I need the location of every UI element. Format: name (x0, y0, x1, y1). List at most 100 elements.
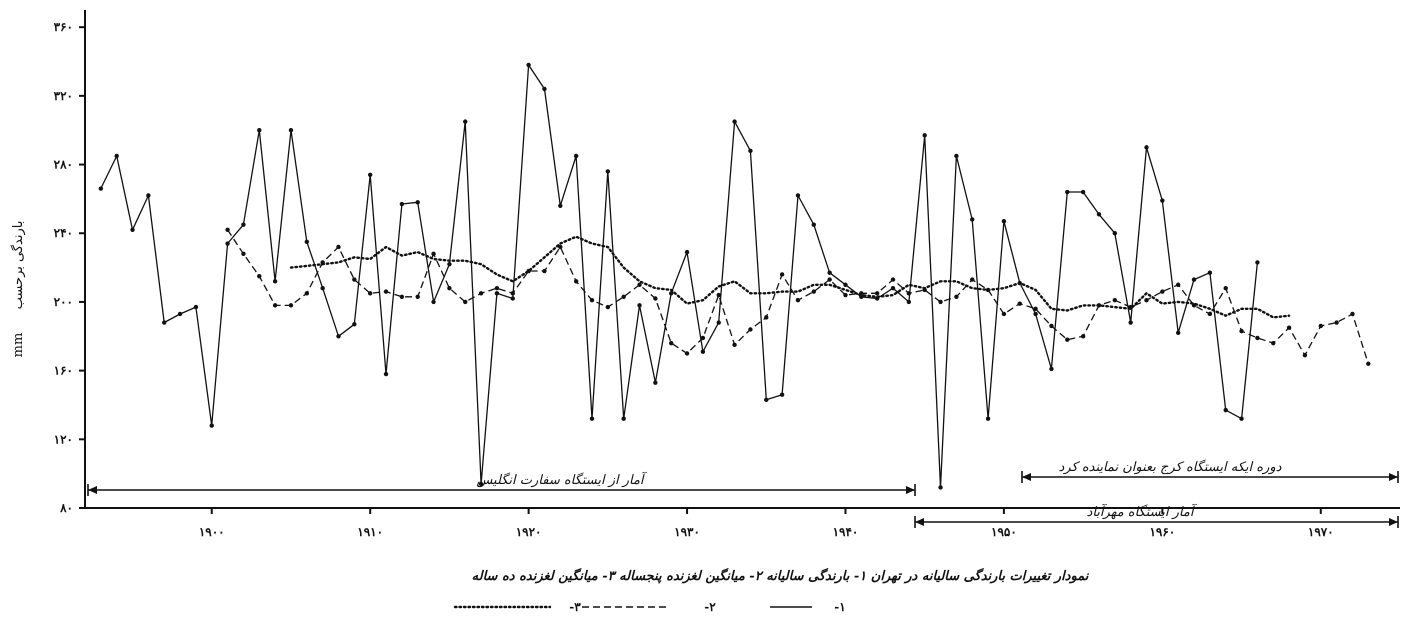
data-point (1065, 190, 1069, 194)
x-tick-label: ۱۹۰۰ (199, 525, 225, 539)
data-point (511, 296, 515, 300)
data-point (336, 334, 340, 338)
data-point (1176, 283, 1180, 287)
data-point (1081, 334, 1085, 338)
x-tick-label: ۱۹۱۰ (357, 525, 383, 539)
data-point (273, 303, 277, 307)
data-point (336, 245, 340, 249)
data-point (891, 286, 895, 290)
legend-item-2: -۲ (582, 600, 716, 614)
y-axis-unit: mm (11, 333, 26, 358)
data-point (637, 303, 641, 307)
x-tick-label: ۱۹۷۰ (1308, 525, 1334, 539)
data-point (210, 423, 214, 427)
data-point (542, 87, 546, 91)
data-point (130, 228, 134, 232)
data-point (447, 262, 451, 266)
data-point (843, 293, 847, 297)
data-point (194, 305, 198, 309)
data-point (463, 300, 467, 304)
data-point (875, 291, 879, 295)
data-point (289, 303, 293, 307)
data-point (1065, 338, 1069, 342)
data-point (289, 128, 293, 132)
data-point (320, 286, 324, 290)
legend-number: -۳ (569, 600, 581, 614)
data-point (796, 298, 800, 302)
data-point (812, 289, 816, 293)
data-point (1287, 325, 1291, 329)
data-point (827, 271, 831, 275)
data-point (653, 296, 657, 300)
data-point (1271, 341, 1275, 345)
data-point (1160, 198, 1164, 202)
data-point (748, 149, 752, 153)
data-point (986, 417, 990, 421)
data-point (368, 291, 372, 295)
y-tick-label: ۸۰ (59, 501, 73, 515)
series-layer (99, 63, 1371, 490)
data-point (1081, 190, 1085, 194)
data-point (352, 277, 356, 281)
data-point (907, 300, 911, 304)
series-line-3 (291, 237, 1289, 318)
data-point (938, 300, 942, 304)
data-point (114, 154, 118, 158)
data-point (511, 291, 515, 295)
data-point (653, 380, 657, 384)
data-point (225, 228, 229, 232)
legend: -۱ -۲ -۳ (455, 600, 846, 614)
data-point (843, 283, 847, 287)
series-1 (99, 63, 1260, 490)
data-point (717, 320, 721, 324)
data-point (606, 169, 610, 173)
data-point (1049, 324, 1053, 328)
data-point (827, 277, 831, 281)
data-point (526, 63, 530, 67)
data-point (701, 336, 705, 340)
mehrabad-data-label: آمار ایستگاه مهرآباد (1087, 503, 1198, 520)
embassy-data-label: آمار از ایستگاه سفارت انگلیس (476, 471, 647, 488)
data-point (590, 298, 594, 302)
data-point (574, 154, 578, 158)
annotations: آمار از ایستگاه سفارت انگلیس آمار ایستگا… (88, 459, 1398, 528)
data-point (1255, 336, 1259, 340)
data-point (542, 269, 546, 273)
x-tick-label: ۱۹۴۰ (833, 525, 859, 539)
data-point (1128, 320, 1132, 324)
y-tick-label: ۲۸۰ (54, 158, 73, 172)
data-point (1144, 298, 1148, 302)
data-point (938, 485, 942, 489)
data-point (479, 291, 483, 295)
data-point (1366, 362, 1370, 366)
data-point (1002, 219, 1006, 223)
data-point (1176, 331, 1180, 335)
y-tick-label: ۳۶۰ (54, 20, 73, 34)
data-point (1255, 260, 1259, 264)
data-point (1033, 307, 1037, 311)
data-point (400, 295, 404, 299)
data-point (384, 289, 388, 293)
data-point (1239, 417, 1243, 421)
data-point (1208, 312, 1212, 316)
y-tick-label: ۲۴۰ (54, 226, 73, 240)
y-tick-label: ۲۰۰ (54, 295, 73, 309)
x-tick-label: ۱۹۲۰ (516, 525, 542, 539)
data-point (273, 279, 277, 283)
data-point (685, 351, 689, 355)
data-point (257, 274, 261, 278)
data-point (748, 327, 752, 331)
data-point (384, 372, 388, 376)
data-point (463, 119, 467, 123)
x-tick-label: ۱۹۳۰ (674, 525, 700, 539)
data-point (669, 341, 673, 345)
data-point (241, 222, 245, 226)
data-point (1319, 324, 1323, 328)
x-tick-label: ۱۹۵۰ (991, 525, 1017, 539)
y-ticks: ۸۰ ۱۲۰ ۱۶۰ ۲۰۰ ۲۴۰ ۲۸۰ ۳۲۰ ۳۶۰ (54, 20, 85, 515)
data-point (416, 200, 420, 204)
axes (85, 10, 1400, 508)
legend-item-3: -۳ (455, 600, 581, 614)
data-point (495, 291, 499, 295)
data-point (225, 241, 229, 245)
